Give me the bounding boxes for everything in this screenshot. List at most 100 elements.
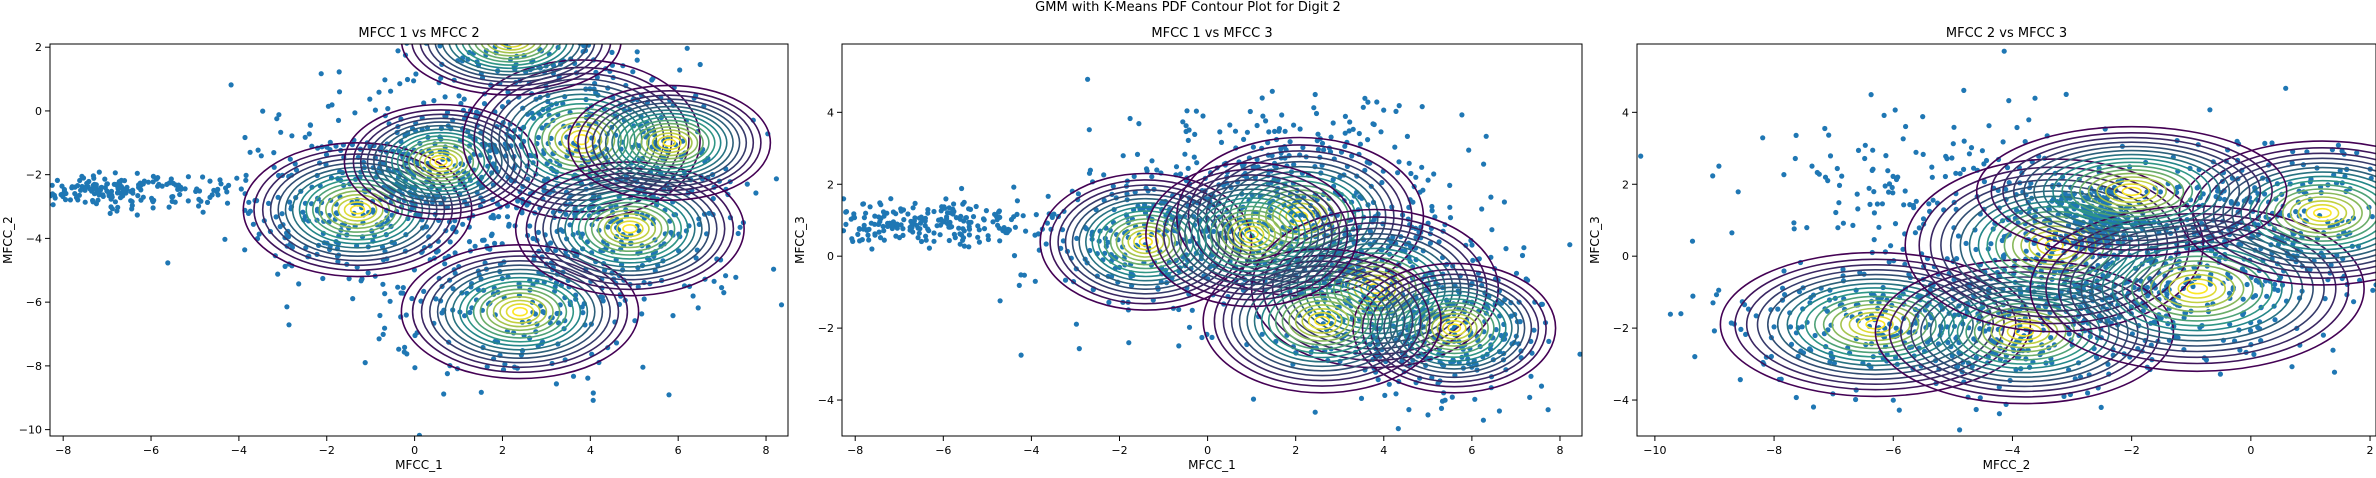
contour-level	[486, 44, 536, 54]
scatter-point	[271, 164, 277, 170]
scatter-point	[996, 209, 1002, 215]
scatter-point	[1419, 104, 1425, 110]
scatter-point	[912, 200, 918, 206]
scatter-point	[2247, 327, 2254, 334]
plot-area	[6, 0, 785, 436]
scatter-point	[1259, 331, 1265, 337]
contour-level	[451, 272, 589, 351]
contour-level	[1197, 197, 1307, 272]
scatter-point	[490, 161, 496, 167]
y-axis-label: MFCC_3	[793, 216, 807, 264]
scatter-point	[120, 188, 127, 194]
scatter-point	[1425, 177, 1431, 183]
scatter-point	[17, 195, 22, 200]
scatter-point	[833, 238, 838, 243]
scatter-point	[1481, 161, 1487, 167]
scatter-point	[1496, 408, 1502, 414]
scatter-point	[1913, 198, 1919, 204]
scatter-point	[243, 172, 249, 178]
scatter-point	[1260, 113, 1266, 119]
scatter-point	[641, 296, 647, 302]
scatter-point	[848, 216, 854, 222]
scatter-point	[1567, 242, 1573, 248]
scatter-point	[1760, 135, 1766, 141]
scatter-point	[910, 205, 916, 211]
scatter-point	[937, 222, 944, 228]
scatter-point	[1429, 203, 1435, 210]
scatter-point	[605, 224, 611, 230]
x-axis-label: MFCC_1	[1188, 458, 1236, 472]
contour-level	[512, 306, 528, 317]
scatter-point	[524, 202, 530, 208]
contour-level	[2222, 162, 2376, 264]
scatter-point	[719, 285, 725, 291]
scatter-point	[2293, 209, 2299, 215]
x-tick-label: −2	[2124, 444, 2140, 457]
scatter-point	[452, 250, 458, 256]
contour-level	[1227, 217, 1276, 252]
contour-level	[385, 128, 497, 196]
contour-level	[1233, 221, 1271, 248]
scatter-point	[258, 153, 264, 159]
scatter-point	[404, 76, 411, 83]
scatter-point	[1086, 170, 1093, 176]
scatter-point	[1949, 155, 1955, 161]
scatter-point	[1968, 145, 1975, 151]
scatter-point	[1768, 353, 1774, 360]
scatter-point	[1911, 205, 1917, 211]
scatter-point	[624, 34, 629, 39]
scatter-point	[1986, 123, 1992, 129]
contour-level	[291, 170, 424, 249]
scatter-point	[805, 202, 810, 207]
scatter-point	[961, 243, 968, 249]
scatter-point	[333, 210, 340, 216]
scatter-point	[54, 177, 61, 183]
scatter-point	[1836, 200, 1842, 206]
scatter-point	[442, 94, 448, 100]
y-tick-label: −10	[19, 424, 42, 437]
scatter-point	[1870, 147, 1876, 153]
scatter-point	[336, 89, 343, 95]
scatter-point	[1942, 173, 1948, 180]
scatter-point	[1254, 156, 1260, 163]
scatter-point	[1793, 394, 1799, 401]
scatter-point	[1876, 224, 1882, 230]
scatter-point	[396, 346, 402, 352]
scatter-point	[570, 0, 575, 1]
contour-level	[577, 90, 762, 196]
scatter-point	[502, 37, 507, 42]
scatter-point	[1836, 182, 1843, 188]
scatter-point	[6, 187, 11, 192]
scatter-point	[634, 49, 640, 55]
scatter-point	[957, 231, 963, 237]
contour-level	[1103, 214, 1188, 270]
scatter-point	[1971, 165, 1977, 171]
x-tick-label: 8	[763, 444, 770, 457]
scatter-point	[666, 392, 672, 398]
scatter-point	[1312, 91, 1318, 98]
contour-level	[560, 125, 603, 154]
scatter-point	[1792, 155, 1798, 162]
contour-level	[1221, 213, 1282, 256]
scatter-point	[1903, 123, 1909, 130]
scatter-point	[2262, 140, 2268, 146]
scatter-point	[918, 238, 925, 245]
scatter-point	[1883, 153, 1889, 159]
scatter-point	[1710, 300, 1716, 306]
contour-level	[1947, 294, 2101, 370]
scatter-point	[1493, 327, 1499, 333]
scatter-point	[2258, 338, 2264, 344]
contour-level	[331, 194, 384, 226]
scatter-point	[711, 278, 717, 284]
scatter-point	[1143, 166, 1150, 172]
scatter-point	[1393, 108, 1399, 114]
scatter-point	[961, 199, 967, 205]
scatter-point	[931, 238, 937, 244]
scatter-point	[952, 235, 958, 241]
scatter-point	[1357, 141, 1363, 147]
scatter-point	[1881, 112, 1887, 118]
scatter-point	[625, 22, 630, 27]
y-tick-label: −2	[26, 169, 42, 182]
scatter-point	[1678, 311, 1684, 317]
scatter-point	[1259, 95, 1265, 101]
